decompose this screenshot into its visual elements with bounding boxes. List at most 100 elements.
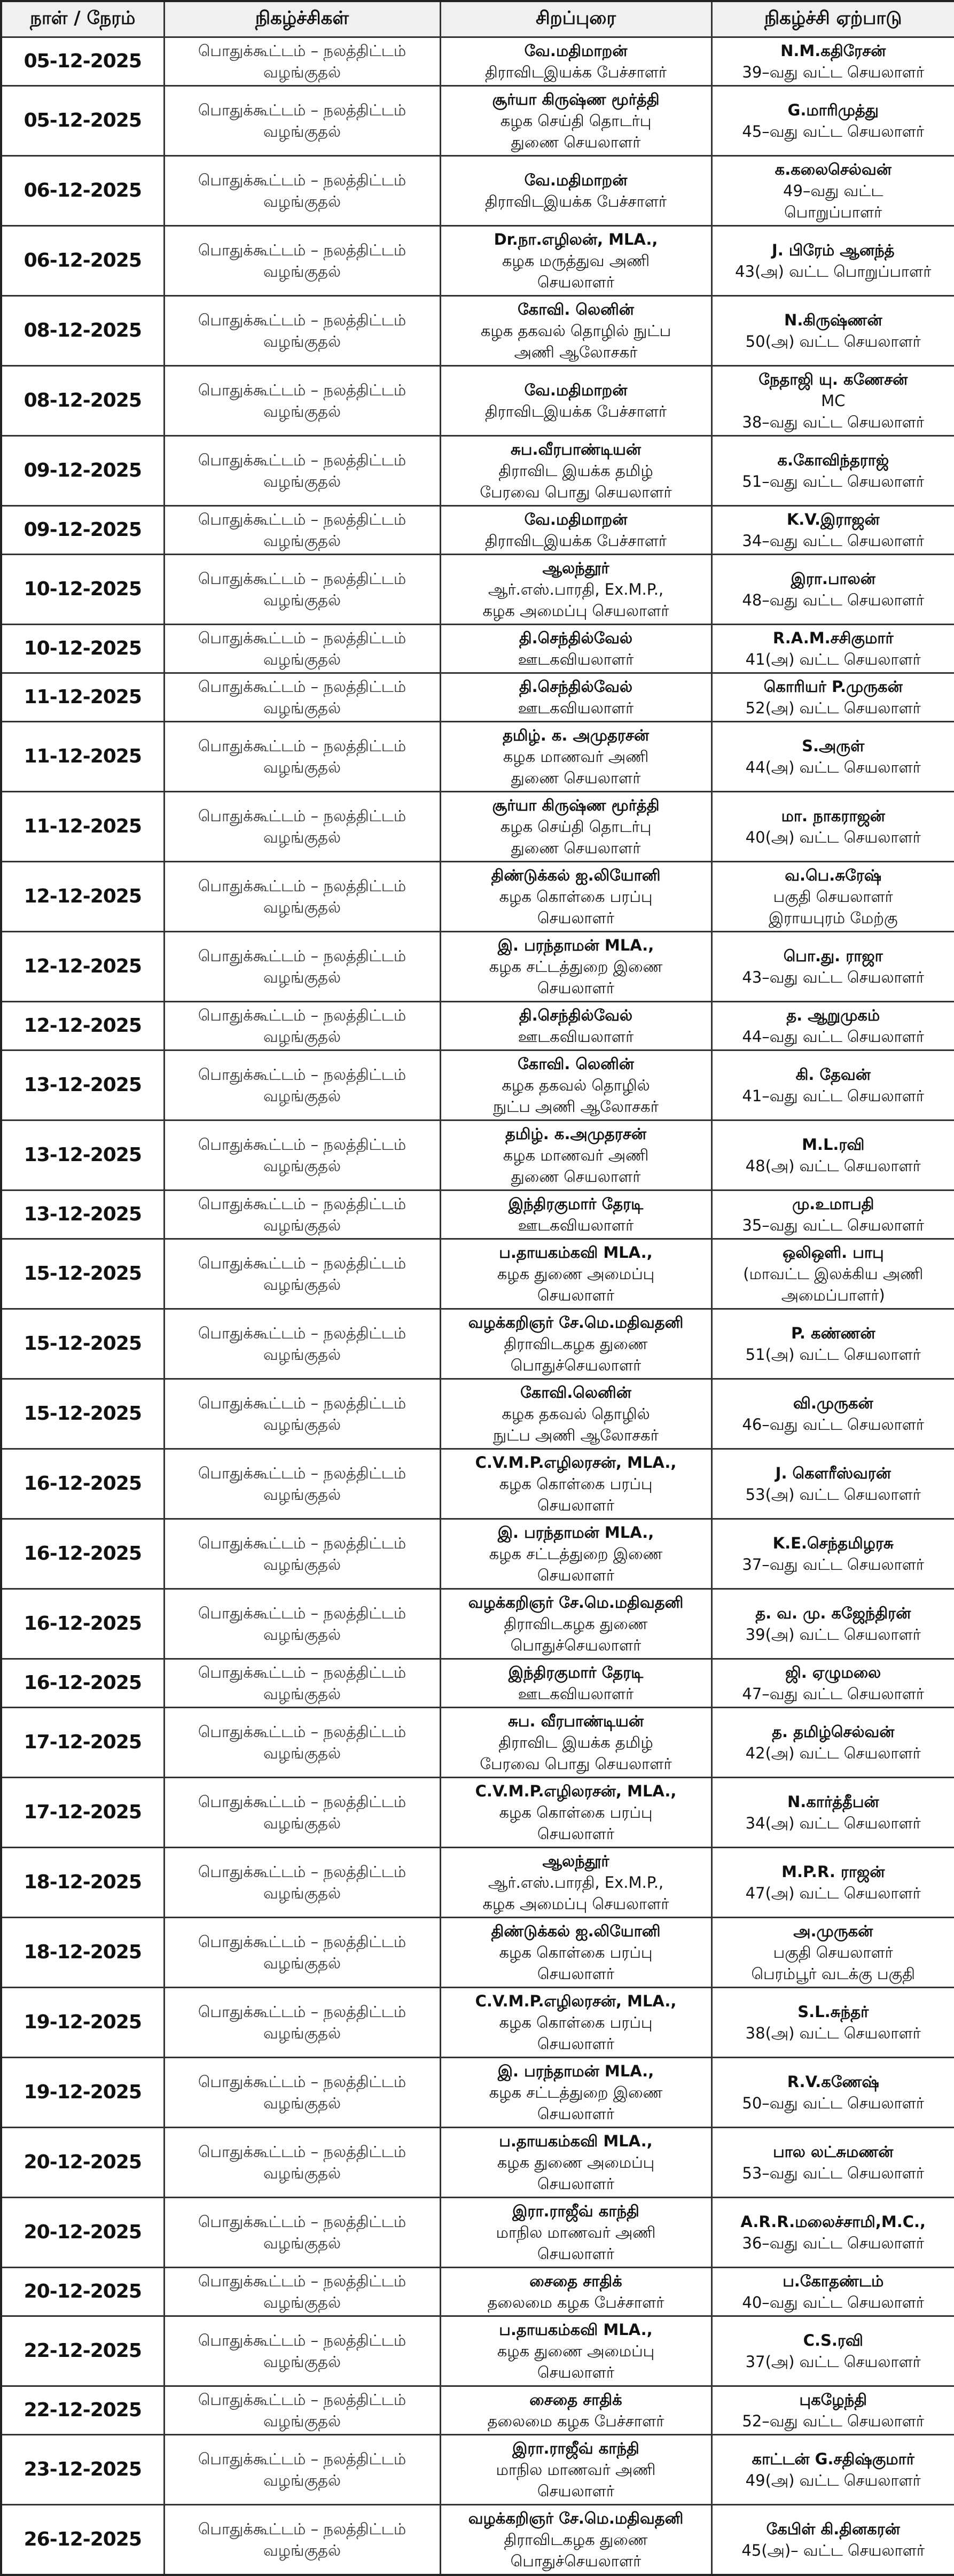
event-organizer-line: S.அருள் [802, 737, 865, 755]
event-organizer: P. கண்ணன் 51(அ) வட்ட செயலாளர் [710, 1308, 954, 1380]
event-organizer-line: 51–வது வட்ட செயலாளர் [742, 472, 925, 491]
event-organizer: A.R.R.மலைச்சாமி,M.C., 36–வது வட்ட செயலாளர… [710, 2197, 954, 2268]
event-organizer: கி. தேவன் 41–வது வட்ட செயலாளர் [710, 1049, 954, 1121]
event-speaker-line: பேரவை பொது செயலாளர் [480, 1755, 672, 1773]
event-organizer-line: 53(அ) வட்ட செயலாளர் [745, 1485, 921, 1504]
event-organizer-line: பொறுப்பாளர் [784, 203, 882, 221]
event-date: 15-12-2025 [0, 1308, 165, 1380]
event-organizer-line: 50–வது வட்ட செயலாளர் [742, 2094, 925, 2112]
event-date: 10-12-2025 [0, 554, 165, 625]
event-organizer: ஒலிஒளி. பாபு (மாவட்ட இலக்கிய அணி அமைப்பாளர… [710, 1238, 954, 1310]
event-speaker-line: கழக துணை அமைப்பு [497, 2342, 655, 2360]
event-speaker-line: பொதுச்செயலாளர் [510, 1356, 642, 1374]
event-organizer-line: இராயபுரம் மேற்கு [768, 909, 898, 927]
event-program-line: பொதுக்கூட்டம் – நலத்திட்டம் [198, 678, 406, 696]
event-program-line: வழங்குதல் [263, 2024, 341, 2042]
event-organizer: பால லட்சுமணன் 53–வது வட்ட செயலாளர் [710, 2127, 954, 2198]
event-program-line: பொதுக்கூட்டம் – நலத்திட்டம் [198, 1065, 406, 1084]
event-organizer-line: ஜி. ஏழுமலை [785, 1663, 881, 1682]
event-organizer-line: நேதாஜி யு. கணேசன் [758, 370, 908, 388]
event-date: 20-12-2025 [0, 2197, 165, 2268]
event-organizer: வி.முருகன் 46–வது வட்ட செயலாளர் [710, 1378, 954, 1450]
event-organizer: K.V.இராஜன் 34–வது வட்ட செயலாளர் [710, 505, 954, 555]
event-program: பொதுக்கூட்டம் – நலத்திட்டம் வழங்குதல் [163, 155, 441, 227]
table-row: 09-12-2025 பொதுக்கூட்டம் – நலத்திட்டம் வழங… [0, 435, 954, 507]
event-speaker-line: C.V.M.P.எழிலரசன், MLA., [475, 1453, 677, 1472]
event-date: 17-12-2025 [0, 1707, 165, 1778]
table-row: 20-12-2025 பொதுக்கூட்டம் – நலத்திட்டம் வழங… [0, 2267, 954, 2317]
event-speaker: ப.தாயகம்கவி MLA., கழக துணை அமைப்பு செயலாளர… [439, 2127, 713, 2198]
event-program: பொதுக்கூட்டம் – நலத்திட்டம் வழங்குதல் [163, 2267, 441, 2317]
event-program-line: பொதுக்கூட்டம் – நலத்திட்டம் [198, 737, 406, 755]
event-speaker-line: தலைமை கழக பேச்சாளர் [487, 2293, 664, 2312]
event-program-line: பொதுக்கூட்டம் – நலத்திட்டம் [198, 2003, 406, 2021]
event-organizer-line: C.S.ரவி [803, 2331, 863, 2349]
event-program: பொதுக்கூட்டம் – நலத்திட்டம் வழங்குதல் [163, 2057, 441, 2128]
event-speaker-line: துணை செயலாளர் [511, 133, 641, 151]
event-organizer-line: J. கௌரீஸ்வரன் [775, 1464, 891, 1482]
event-speaker-line: கழக செய்தி தொடர்பு [500, 818, 652, 836]
event-program-line: பொதுக்கூட்டம் – நலத்திட்டம் [198, 2450, 406, 2468]
event-program-line: பொதுக்கூட்டம் – நலத்திட்டம் [198, 510, 406, 528]
event-organizer-line: M.L.ரவி [802, 1135, 865, 1154]
event-speaker: இரா.ராஜீவ் காந்தி மாநில மாணவர் அணி செயலாளர… [439, 2197, 713, 2268]
event-organizer: ப.கோதண்டம் 40–வது வட்ட செயலாளர் [710, 2267, 954, 2317]
event-program: பொதுக்கூட்டம் – நலத்திட்டம் வழங்குதல் [163, 36, 441, 87]
event-speaker-line: Dr.நா.எழிலன், MLA., [494, 230, 658, 248]
event-program-line: பொதுக்கூட்டம் – நலத்திட்டம் [198, 1723, 406, 1741]
event-organizer-line: A.R.R.மலைச்சாமி,M.C., [740, 2213, 926, 2231]
event-speaker: C.V.M.P.எழிலரசன், MLA., கழக கொள்கை பரப்பு… [439, 1987, 713, 2058]
event-speaker: திண்டுக்கல் ஐ.லியோனி கழக கொள்கை பரப்பு செய… [439, 861, 713, 932]
event-speaker-line: செயலாளர் [537, 2482, 615, 2500]
event-speaker: தமிழ். க.அமுதரசன் கழக மாணவர் அணி துணை செயல… [439, 1119, 713, 1191]
event-program: பொதுக்கூட்டம் – நலத்திட்டம் வழங்குதல் [163, 435, 441, 507]
event-speaker-line: இ. பரந்தாமன் MLA., [497, 936, 654, 954]
event-program-line: வழங்குதல் [263, 758, 341, 776]
event-speaker: தி.செந்தில்வேல் ஊடகவியலாளர் [439, 1001, 713, 1051]
event-date: 22-12-2025 [0, 2315, 165, 2387]
event-speaker: கோவி. லெனின் கழக தகவல் தொழில் நுட்ப அணி ஆல… [439, 1049, 713, 1121]
event-speaker-line: துணை செயலாளர் [511, 769, 641, 787]
event-program-line: வழங்குதல் [263, 2353, 341, 2371]
event-speaker-line: நுட்ப அணி ஆலோசகர் [493, 1098, 659, 1116]
event-program-line: பொதுக்கூட்டம் – நலத்திட்டம் [198, 1135, 406, 1154]
event-speaker-line: திராவிடகழக துணை [504, 1615, 648, 1633]
event-speaker-line: பொதுச்செயலாளர் [510, 2552, 642, 2570]
event-speaker-line: திராவிடகழக துணை [504, 1335, 648, 1353]
event-speaker-line: இரா.ராஜீவ் காந்தி [512, 2439, 639, 2457]
event-program-line: பொதுக்கூட்டம் – நலத்திட்டம் [198, 101, 406, 119]
event-organizer-line: அ.முருகன் [793, 1922, 873, 1940]
event-speaker-line: தி.செந்தில்வேல் [519, 678, 633, 696]
event-speaker: இந்திரகுமார் தேரடி ஊடகவியலாளர் [439, 1658, 713, 1708]
event-speaker: இரா.ராஜீவ் காந்தி மாநில மாணவர் அணி செயலாளர… [439, 2434, 713, 2505]
event-program-line: வழங்குதல் [263, 2164, 341, 2182]
event-organizer: இரா.பாலன் 48–வது வட்ட செயலாளர் [710, 554, 954, 625]
event-program-line: பொதுக்கூட்டம் – நலத்திட்டம் [198, 877, 406, 895]
event-speaker-line: ஆலந்தூர் [542, 559, 609, 577]
event-speaker: கோவி.லெனின் கழக தகவல் தொழில் நுட்ப அணி ஆலோ… [439, 1378, 713, 1450]
event-program: பொதுக்கூட்டம் – நலத்திட்டம் வழங்குதல் [163, 1189, 441, 1240]
header-program: நிகழ்ச்சிகள் [163, 0, 441, 38]
event-organizer-line: பெரம்பூர் வடக்கு பகுதி [751, 1965, 915, 1983]
event-date: 19-12-2025 [0, 1987, 165, 2058]
event-speaker-line: கழக துணை அமைப்பு [497, 2153, 655, 2172]
event-date: 13-12-2025 [0, 1049, 165, 1121]
event-program-line: வழங்குதல் [263, 2094, 341, 2112]
event-speaker: சுப.வீரபாண்டியன் திராவிட இயக்க தமிழ் பேரவை… [439, 435, 713, 507]
event-speaker-line: செயலாளர் [537, 1825, 615, 1843]
header-row: நாள் / நேரம் நிகழ்ச்சிகள் சிறப்புரை நிகழ… [0, 0, 954, 38]
event-speaker: சுப. வீரபாண்டியன் திராவிட இயக்க தமிழ் பேரவ… [439, 1707, 713, 1778]
event-program: பொதுக்கூட்டம் – நலத்திட்டம் வழங்குதல் [163, 672, 441, 722]
event-program-line: வழங்குதல் [263, 591, 341, 609]
event-speaker-line: கழக கொள்கை பரப்பு [499, 1803, 653, 1822]
event-program: பொதுக்கூட்டம் – நலத்திட்டம் வழங்குதல் [163, 1588, 441, 1660]
event-organizer-line: 41(அ) வட்ட செயலாளர் [745, 650, 921, 668]
event-organizer: புகழேந்தி 52–வது வட்ட செயலாளர் [710, 2385, 954, 2435]
event-program: பொதுக்கூட்டம் – நலத்திட்டம் வழங்குதல் [163, 1847, 441, 1918]
event-speaker-line: கழக மாணவர் அணி [503, 1146, 649, 1164]
event-date: 20-12-2025 [0, 2127, 165, 2198]
event-program-line: வழங்குதல் [263, 1028, 341, 1046]
event-organizer: கொரியர் P.முருகன் 52(அ) வட்ட செயலாளர் [710, 672, 954, 722]
table-row: 26-12-2025 பொதுக்கூட்டம் – நலத்திட்டம் வழங… [0, 2504, 954, 2576]
